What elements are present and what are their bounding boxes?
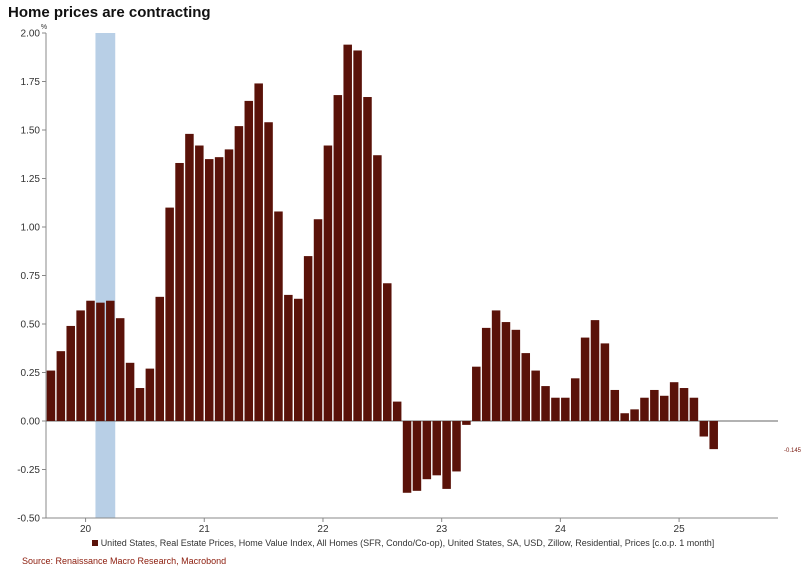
bar xyxy=(669,382,679,421)
bar xyxy=(303,256,313,421)
bar xyxy=(709,421,718,450)
bar xyxy=(106,300,115,421)
bar xyxy=(135,388,145,421)
bar xyxy=(56,351,66,421)
bar xyxy=(115,318,125,421)
bar xyxy=(501,322,511,421)
y-tick-label: -0.25 xyxy=(17,465,40,476)
bar xyxy=(452,421,461,472)
bar xyxy=(630,409,639,421)
y-tick-label: 1.75 xyxy=(21,77,41,88)
bar xyxy=(412,421,422,491)
bar xyxy=(195,145,204,421)
bar xyxy=(580,337,590,421)
bar xyxy=(481,327,491,421)
bar xyxy=(620,413,629,421)
bar xyxy=(392,401,402,421)
bar xyxy=(689,397,699,421)
source-note: Source: Renaissance Macro Research, Macr… xyxy=(22,556,227,566)
bar xyxy=(521,353,531,421)
bar xyxy=(343,44,352,421)
bar xyxy=(551,397,560,421)
y-tick-label: 0.25 xyxy=(21,368,41,379)
bar xyxy=(76,310,85,421)
bar xyxy=(541,386,550,421)
y-tick-label: 1.50 xyxy=(21,126,41,137)
x-tick-label: 20 xyxy=(80,524,92,535)
x-tick-label: 24 xyxy=(555,524,567,535)
bar xyxy=(155,296,165,421)
last-value-label: -0.145 xyxy=(784,448,802,454)
bar xyxy=(86,300,95,421)
bar xyxy=(353,50,362,422)
bar xyxy=(432,421,441,476)
bars xyxy=(46,44,718,493)
bar xyxy=(145,368,155,421)
bar xyxy=(640,397,649,421)
legend: United States, Real Estate Prices, Home … xyxy=(0,538,806,548)
bar xyxy=(402,421,412,493)
bar xyxy=(293,298,303,421)
y-tick-label: 0.50 xyxy=(21,320,41,331)
bar xyxy=(185,133,194,421)
x-tick-label: 21 xyxy=(199,524,211,535)
recession-band-layer xyxy=(95,33,116,518)
bar xyxy=(323,145,333,421)
bar xyxy=(442,421,451,489)
bar xyxy=(373,155,382,421)
bar xyxy=(254,83,263,421)
y-unit-label: % xyxy=(41,24,47,31)
bar xyxy=(472,366,481,421)
labels: %2.00 1.75 1.50 1.25 1.00 0.75 0.50 0.25 0.00 -0.… xyxy=(17,24,801,535)
bar xyxy=(96,302,105,421)
legend-label: United States, Real Estate Prices, Home … xyxy=(100,538,715,548)
recession-band xyxy=(95,33,116,518)
bar xyxy=(363,97,372,422)
bar xyxy=(284,294,293,421)
chart-title: Home prices are contracting xyxy=(8,4,211,21)
bar xyxy=(570,378,580,421)
y-tick-label: 1.25 xyxy=(21,174,41,185)
x-tick-label: 23 xyxy=(436,524,448,535)
y-tick-label: -0.50 xyxy=(17,514,40,525)
bar xyxy=(274,211,283,421)
bar xyxy=(491,310,501,421)
bar xyxy=(679,388,689,421)
bar xyxy=(125,362,135,421)
bar xyxy=(462,421,471,425)
bar xyxy=(590,320,600,421)
bar xyxy=(264,122,273,422)
bar xyxy=(333,95,343,421)
bar xyxy=(224,149,234,421)
x-tick-label: 22 xyxy=(317,524,329,535)
bar xyxy=(234,126,244,422)
bar xyxy=(422,421,432,480)
bar xyxy=(165,207,174,421)
x-tick-label: 25 xyxy=(674,524,686,535)
y-tick-label: 1.00 xyxy=(21,223,41,234)
bar xyxy=(244,100,254,422)
y-tick-label: 0.75 xyxy=(21,271,41,282)
bar xyxy=(511,329,521,421)
bar xyxy=(313,219,323,421)
bar xyxy=(46,370,56,421)
legend-swatch xyxy=(91,539,98,546)
bar xyxy=(214,157,224,421)
bar xyxy=(383,283,392,421)
bar xyxy=(699,421,709,437)
y-tick-label: 0.00 xyxy=(21,417,41,428)
bar xyxy=(66,325,75,421)
bar xyxy=(600,343,610,421)
bar xyxy=(175,162,184,422)
bar xyxy=(204,159,214,421)
bar xyxy=(659,395,669,421)
bar xyxy=(561,397,570,421)
bar xyxy=(531,370,540,421)
bar xyxy=(610,389,620,421)
y-tick-label: 2.00 xyxy=(21,29,41,40)
bar xyxy=(650,389,659,421)
